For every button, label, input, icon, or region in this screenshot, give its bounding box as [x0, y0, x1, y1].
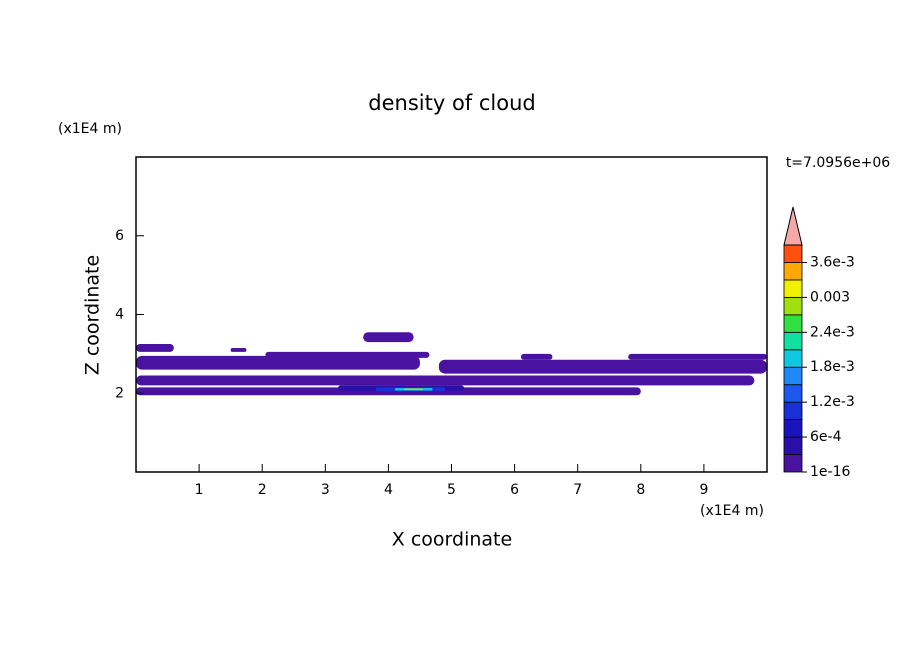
x-tick-label: 2 [258, 482, 267, 498]
x-tick-label: 5 [447, 482, 456, 498]
colorbar-tick-label: 0.003 [810, 289, 850, 305]
colorbar-overflow [783, 206, 803, 246]
colorbar-tick-label: 3.6e-3 [810, 254, 855, 270]
x-tick-label: 7 [573, 482, 582, 498]
colorbar-band [783, 454, 803, 473]
x-tick-label: 9 [699, 482, 708, 498]
contour-region [230, 347, 247, 352]
colorbar-tick-label: 1e-16 [810, 464, 850, 480]
colorbar-tick-label: 1.2e-3 [810, 394, 855, 410]
colorbar-band [783, 314, 803, 333]
x-tick-label: 4 [384, 482, 393, 498]
y-tick-label: 6 [115, 228, 124, 244]
y-tick-label: 4 [115, 307, 124, 323]
contour-region [136, 375, 755, 386]
x-unit: (x1E4 m) [700, 503, 764, 519]
y-unit: (x1E4 m) [58, 121, 122, 137]
colorbar-band [783, 436, 803, 455]
contour-region [514, 365, 736, 372]
x-tick-label: 6 [510, 482, 519, 498]
colorbar-tick-label: 6e-4 [810, 429, 842, 445]
colorbar-band [783, 366, 803, 386]
colorbar-band [783, 331, 803, 351]
colorbar-band [783, 384, 803, 403]
contour-region [628, 353, 767, 360]
x-tick-label: 1 [195, 482, 204, 498]
contour-region [404, 388, 424, 391]
colorbar-band [783, 279, 803, 298]
colorbar-tick-label: 2.4e-3 [810, 324, 855, 340]
colorbar-band [783, 419, 803, 438]
x-tick-label: 3 [321, 482, 330, 498]
colorbar-tick-label: 1.8e-3 [810, 359, 855, 375]
colorbar-band [783, 401, 803, 421]
x-tick-label: 8 [636, 482, 645, 498]
time-label: t=7.0956e+06 [786, 155, 890, 171]
colorbar-band [783, 262, 803, 281]
contour-region [363, 332, 414, 343]
colorbar-band [783, 296, 803, 316]
colorbar-band [783, 349, 803, 368]
x-axis-label: X coordinate [392, 529, 512, 551]
y-axis-label: Z coordinate [82, 255, 104, 375]
y-tick-label: 2 [115, 385, 124, 401]
colorbar-band [783, 244, 803, 263]
contour-region [136, 344, 174, 352]
contour-region [520, 353, 553, 360]
plot-frame [135, 156, 768, 473]
chart-title: density of cloud [368, 91, 535, 115]
contour-region [136, 361, 288, 368]
